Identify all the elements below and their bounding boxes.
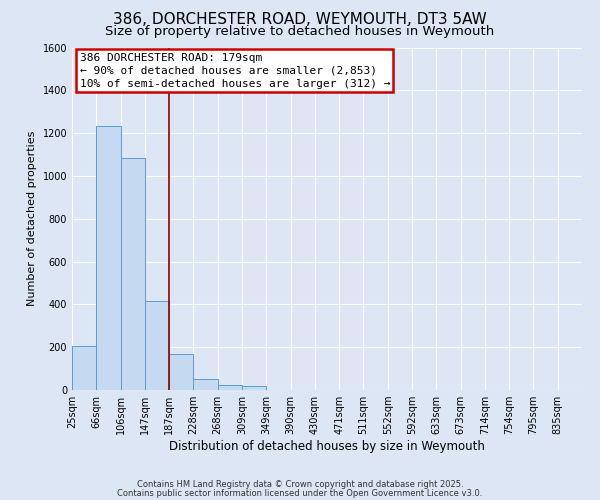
Text: Contains public sector information licensed under the Open Government Licence v3: Contains public sector information licen… xyxy=(118,488,482,498)
Bar xyxy=(242,386,266,390)
Text: 386, DORCHESTER ROAD, WEYMOUTH, DT3 5AW: 386, DORCHESTER ROAD, WEYMOUTH, DT3 5AW xyxy=(113,12,487,28)
Bar xyxy=(72,346,96,390)
Bar xyxy=(169,354,193,390)
Text: Size of property relative to detached houses in Weymouth: Size of property relative to detached ho… xyxy=(106,25,494,38)
X-axis label: Distribution of detached houses by size in Weymouth: Distribution of detached houses by size … xyxy=(169,440,485,453)
Y-axis label: Number of detached properties: Number of detached properties xyxy=(27,131,37,306)
Text: Contains HM Land Registry data © Crown copyright and database right 2025.: Contains HM Land Registry data © Crown c… xyxy=(137,480,463,489)
Text: 386 DORCHESTER ROAD: 179sqm
← 90% of detached houses are smaller (2,853)
10% of : 386 DORCHESTER ROAD: 179sqm ← 90% of det… xyxy=(80,52,390,89)
Bar xyxy=(193,380,218,390)
Bar xyxy=(121,158,145,390)
Bar xyxy=(218,384,242,390)
Bar xyxy=(96,126,121,390)
Bar xyxy=(145,301,169,390)
